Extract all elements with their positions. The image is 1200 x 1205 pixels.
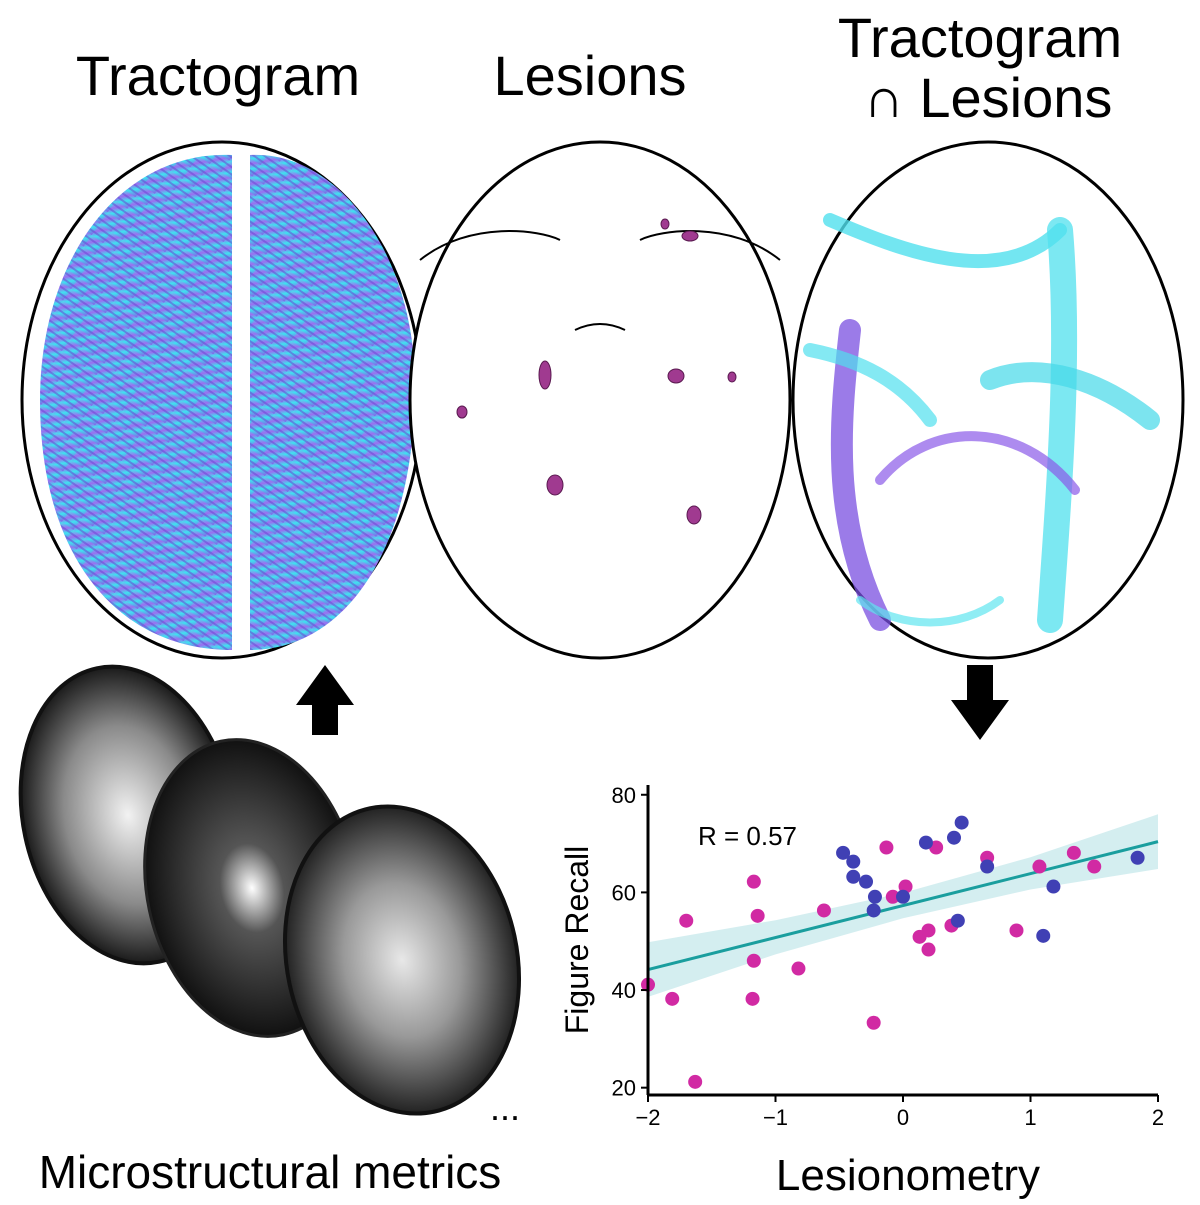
point bbox=[947, 830, 961, 845]
point bbox=[745, 991, 760, 1006]
x-axis-label: Lesionometry bbox=[776, 1151, 1040, 1200]
x-tick-label: 2 bbox=[1152, 1105, 1164, 1130]
x-tick-label: 1 bbox=[1024, 1105, 1036, 1130]
y-axis-label: Figure Recall bbox=[559, 846, 595, 1035]
point bbox=[867, 889, 882, 904]
point bbox=[950, 913, 965, 928]
point bbox=[750, 908, 765, 923]
point bbox=[816, 903, 831, 918]
arrow-down bbox=[951, 665, 1009, 740]
point bbox=[866, 903, 881, 918]
point bbox=[846, 854, 861, 869]
point bbox=[1066, 845, 1081, 860]
point bbox=[921, 923, 936, 938]
point bbox=[791, 961, 806, 976]
tractogram-brain bbox=[20, 140, 424, 660]
point bbox=[746, 953, 761, 968]
point bbox=[1009, 923, 1024, 938]
point bbox=[866, 1015, 881, 1030]
point bbox=[954, 815, 969, 830]
fit-line bbox=[647, 840, 1159, 971]
point bbox=[665, 991, 680, 1006]
ellipsis: ... bbox=[490, 1087, 520, 1128]
x-tick-label: −2 bbox=[635, 1105, 660, 1130]
point bbox=[1032, 859, 1047, 874]
point bbox=[859, 874, 874, 889]
point bbox=[688, 1074, 703, 1089]
lesions-brain bbox=[408, 140, 792, 660]
arrow-up bbox=[296, 665, 354, 735]
point bbox=[1130, 850, 1145, 865]
x-tick-label: 0 bbox=[897, 1105, 909, 1130]
point bbox=[1046, 879, 1061, 894]
point bbox=[980, 859, 995, 874]
panel-title: ∩ Lesions bbox=[864, 66, 1113, 129]
y-tick-label: 80 bbox=[612, 783, 636, 808]
intersection-brain bbox=[791, 140, 1185, 660]
point bbox=[918, 835, 933, 850]
point bbox=[746, 874, 761, 889]
point bbox=[921, 942, 936, 957]
y-tick-label: 60 bbox=[612, 880, 636, 905]
y-tick-label: 20 bbox=[612, 1076, 636, 1101]
panel-title: Tractogram bbox=[76, 44, 360, 107]
mri-stack bbox=[18, 664, 522, 1116]
point bbox=[846, 869, 861, 884]
y-tick-label: 40 bbox=[612, 978, 636, 1003]
point bbox=[879, 840, 894, 855]
scatter-chart: 20 40 60 80 −2 −1 0 1 2 Lesionometry Figure Recall… bbox=[559, 783, 1164, 1200]
x-tick-label: −1 bbox=[763, 1105, 788, 1130]
point bbox=[1036, 928, 1051, 943]
point bbox=[896, 889, 910, 904]
point bbox=[836, 845, 851, 860]
caption: Microstructural metrics bbox=[39, 1146, 502, 1198]
point bbox=[1087, 859, 1102, 874]
point bbox=[885, 889, 900, 904]
panel-title: Tractogram bbox=[838, 6, 1122, 69]
panel-title: Lesions bbox=[493, 44, 686, 107]
annotation: R = 0.57 bbox=[698, 821, 797, 851]
point bbox=[679, 913, 694, 928]
